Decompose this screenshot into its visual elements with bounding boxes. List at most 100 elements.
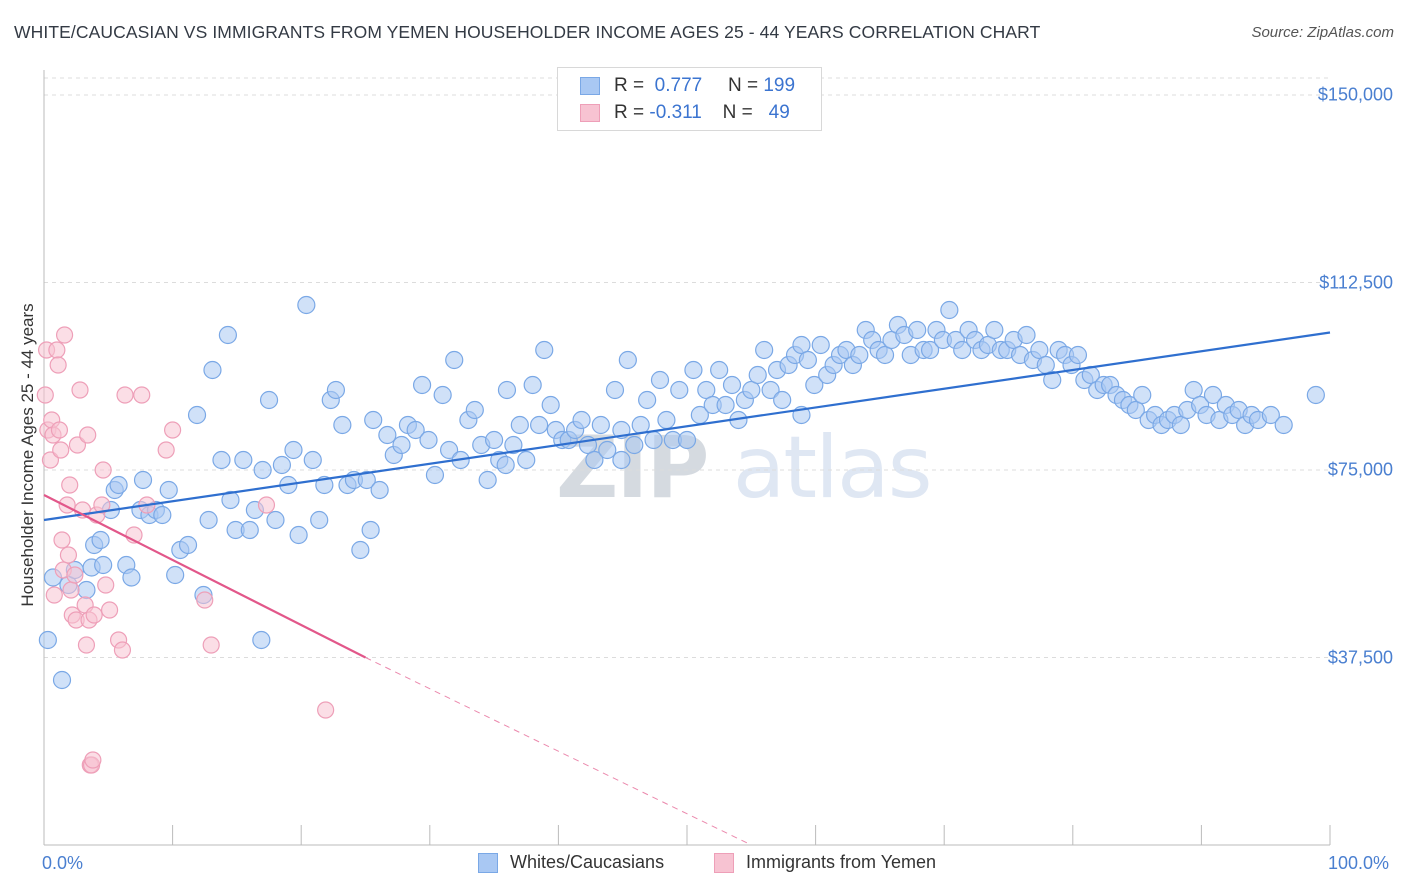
data-point-yemen xyxy=(257,496,276,514)
data-point-whites xyxy=(644,430,663,450)
data-point-whites xyxy=(445,350,464,370)
y-tick-label: $75,000 xyxy=(1327,459,1393,480)
data-point-whites xyxy=(530,415,549,435)
data-point-whites xyxy=(351,540,370,560)
trend-line-yemen-extension xyxy=(365,657,752,846)
data-point-whites xyxy=(310,510,329,530)
data-point-whites xyxy=(364,410,383,430)
data-point-yemen xyxy=(41,451,60,469)
data-point-whites xyxy=(122,568,141,587)
data-point-whites xyxy=(792,335,811,355)
legend-swatch-whites xyxy=(580,77,600,95)
data-point-whites xyxy=(259,390,279,410)
data-point-yemen xyxy=(55,326,74,344)
data-point-yemen xyxy=(49,356,67,374)
data-point-whites xyxy=(625,435,644,455)
source-label: Source: ZipAtlas.com xyxy=(1251,24,1394,41)
data-point-yemen xyxy=(79,426,97,444)
data-point-whites xyxy=(722,375,742,395)
data-point-whites xyxy=(535,340,554,360)
data-point-whites xyxy=(1068,345,1088,365)
data-point-whites xyxy=(572,410,591,430)
data-point-yemen xyxy=(97,576,115,594)
data-point-whites xyxy=(109,475,128,495)
data-point-whites xyxy=(465,400,484,420)
data-point-whites xyxy=(326,380,346,400)
data-point-whites xyxy=(631,415,650,435)
data-point-whites xyxy=(153,505,172,525)
data-point-whites xyxy=(697,380,716,400)
data-point-whites xyxy=(517,450,536,470)
data-point-whites xyxy=(1274,415,1293,435)
data-point-yemen xyxy=(116,386,134,404)
data-point-whites xyxy=(221,490,240,510)
data-point-whites xyxy=(1126,400,1145,420)
series-legend-whites-label: Whites/Caucasians xyxy=(510,852,665,872)
data-point-whites xyxy=(598,440,617,460)
data-point-yemen xyxy=(157,441,175,459)
legend-swatch-yemen xyxy=(580,104,600,122)
legend-r-value-whites: 0.777 xyxy=(654,75,703,96)
data-point-whites xyxy=(392,435,411,455)
legend-n-label: N = xyxy=(727,75,759,96)
data-point-whites xyxy=(77,580,96,600)
data-point-yemen xyxy=(77,636,96,654)
series-legend-yemen[interactable]: Immigrants from Yemen xyxy=(714,852,936,873)
data-point-whites xyxy=(91,530,110,550)
series-legend-whites[interactable]: Whites/Caucasians xyxy=(478,852,664,873)
data-point-whites xyxy=(742,380,761,400)
legend-row-yemen: R = -0.311 N = 49 xyxy=(580,101,790,125)
legend-r-label: R = xyxy=(614,102,645,123)
data-point-whites xyxy=(361,520,380,540)
series-swatch-yemen xyxy=(714,852,734,873)
data-point-whites xyxy=(1184,380,1203,400)
data-point-whites xyxy=(612,450,631,470)
data-point-whites xyxy=(253,460,272,480)
data-point-whites xyxy=(203,360,222,380)
data-point-whites xyxy=(523,375,542,395)
y-tick-label: $37,500 xyxy=(1327,647,1393,667)
data-point-whites xyxy=(510,415,529,435)
data-point-whites xyxy=(297,295,316,315)
data-point-whites xyxy=(940,300,959,320)
correlation-legend: R = 0.777 N = 199 R = -0.311 N = 49 xyxy=(557,67,822,131)
data-point-whites xyxy=(850,345,869,365)
data-point-whites xyxy=(798,350,817,370)
data-point-whites xyxy=(1030,340,1049,360)
data-point-yemen xyxy=(61,476,79,494)
data-point-whites xyxy=(805,375,824,395)
y-axis-label: Householder Income Ages 25 - 44 years xyxy=(18,303,37,607)
data-point-whites xyxy=(94,555,113,575)
data-point-yemen xyxy=(53,531,71,549)
legend-r-label: R = xyxy=(614,75,645,96)
data-point-yemen xyxy=(50,421,69,439)
data-point-whites xyxy=(178,535,198,555)
data-point-yemen xyxy=(85,606,103,624)
data-point-whites xyxy=(953,340,972,360)
data-point-yemen xyxy=(48,341,66,359)
y-tick-label: $150,000 xyxy=(1317,84,1393,105)
data-point-whites xyxy=(497,380,517,400)
x-tick-label-max: 100.0% xyxy=(1328,853,1390,873)
data-point-whites xyxy=(585,450,604,470)
data-point-whites xyxy=(133,470,153,490)
data-point-whites xyxy=(1203,385,1223,405)
series-legend: Whites/Caucasians Immigrants from Yemen xyxy=(0,852,1406,878)
data-point-whites xyxy=(496,455,515,475)
data-point-whites xyxy=(218,325,237,345)
data-point-whites xyxy=(618,350,637,370)
trend-line-yemen xyxy=(43,494,366,659)
data-point-whites xyxy=(1261,405,1280,425)
data-point-whites xyxy=(234,450,253,470)
legend-row-whites: R = 0.777 N = 199 xyxy=(580,74,795,98)
data-point-whites xyxy=(670,380,689,400)
data-point-whites xyxy=(425,465,445,485)
data-point-whites xyxy=(773,390,792,410)
data-point-whites xyxy=(199,510,218,530)
data-point-whites xyxy=(485,430,504,450)
data-point-whites xyxy=(266,510,285,530)
data-point-whites xyxy=(985,320,1004,340)
data-point-whites xyxy=(920,340,940,360)
data-point-yemen xyxy=(202,636,220,654)
